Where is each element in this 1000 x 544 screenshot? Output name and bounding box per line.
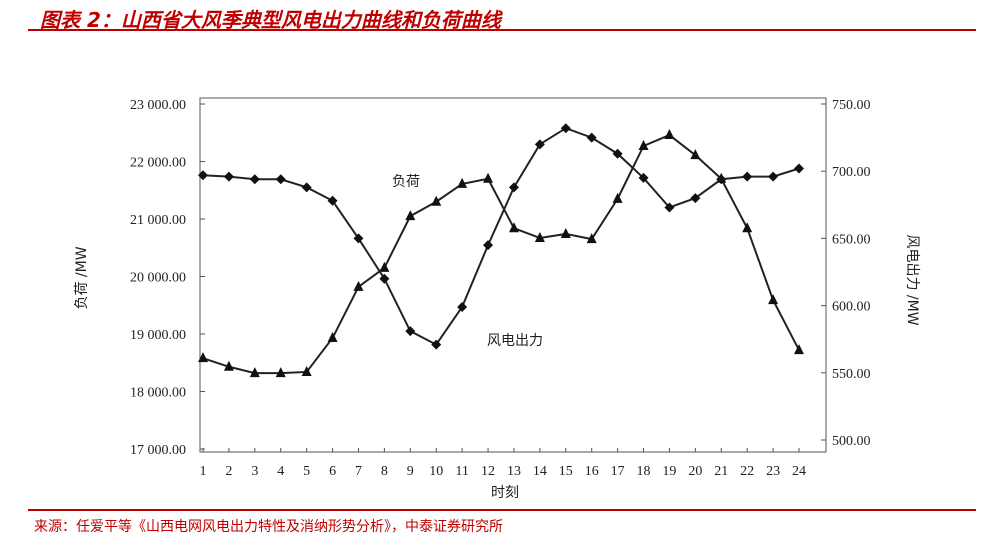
figure-title: 图表 2：山西省大风季典型风电出力曲线和负荷曲线 [40,8,501,32]
y-axis-left-label: 负荷 /MW [74,246,90,309]
data-point-wind [716,174,727,185]
data-point-load [301,365,312,376]
x-tick-label: 8 [381,464,388,479]
data-point-wind [483,240,494,251]
series-label-load: 负荷 [392,174,420,190]
y-right-tick-label: 550.00 [832,367,871,382]
data-point-load [690,149,701,160]
y-right-tick-label: 700.00 [832,165,871,180]
data-point-wind [690,193,701,204]
source-note: 来源：任爱平等《山西电网风电出力特性及消纳形势分析》，中泰证券研究所 [34,519,503,535]
data-point-load [742,222,753,233]
x-tick-label: 11 [455,464,468,479]
data-point-wind [534,139,545,150]
data-point-wind [223,171,234,182]
data-point-wind [742,171,753,182]
data-point-wind [301,182,312,193]
y-left-tick-label: 21 000.00 [130,213,186,228]
data-point-load [508,222,519,233]
data-point-wind [508,182,519,193]
data-point-load [327,332,338,343]
data-point-wind [405,326,416,337]
y-right-tick-label: 600.00 [832,300,871,315]
y-right-tick-label: 500.00 [832,434,871,449]
x-axis-label: 时刻 [491,485,519,501]
x-tick-label: 24 [792,464,806,479]
data-point-load [198,352,208,363]
data-point-load [249,367,260,378]
y-left-tick-label: 17 000.00 [130,443,186,458]
x-tick-label: 15 [559,464,573,479]
y-axis-right-label: 风电出力 /MW [904,234,920,325]
data-point-load [664,129,675,140]
y-left-tick-label: 18 000.00 [130,386,186,401]
x-tick-label: 9 [407,464,414,479]
data-point-load [405,210,416,221]
data-point-load [275,367,286,378]
plot-frame [199,97,827,453]
data-point-load [586,233,597,244]
data-point-wind [379,273,390,284]
x-tick-label: 10 [429,464,443,479]
y-left-tick-label: 22 000.00 [130,156,186,171]
x-tick-label: 3 [251,464,258,479]
x-tick-label: 18 [637,464,651,479]
x-tick-label: 2 [225,464,232,479]
x-tick-label: 4 [277,464,284,479]
x-tick-label: 13 [507,464,521,479]
data-point-wind [794,163,804,174]
data-point-wind [275,174,286,185]
data-point-wind [327,195,338,206]
x-tick-label: 19 [662,464,676,479]
data-point-load [768,294,779,305]
x-tick-label: 5 [303,464,310,479]
x-tick-label: 6 [329,464,336,479]
data-point-wind [664,202,675,213]
y-right-tick-label: 750.00 [832,98,871,113]
data-point-load [379,261,390,272]
y-left-tick-label: 23 000.00 [130,98,186,113]
data-point-load [612,192,623,203]
data-point-load [457,177,468,188]
data-point-load [431,195,442,206]
x-tick-label: 22 [740,464,754,479]
x-tick-label: 23 [766,464,780,479]
data-point-load [223,360,234,371]
x-tick-label: 1 [200,464,207,479]
data-point-wind [612,148,623,159]
data-point-load [534,231,545,242]
x-tick-label: 12 [481,464,495,479]
x-tick-label: 21 [714,464,728,479]
data-point-wind [586,132,597,143]
data-point-wind [560,123,571,134]
x-tick-label: 14 [533,464,547,479]
x-tick-label: 20 [688,464,702,479]
data-point-wind [353,233,364,244]
data-point-wind [431,339,442,350]
x-tick-label: 17 [611,464,625,479]
data-point-wind [768,171,779,182]
data-point-load [483,172,494,183]
x-tick-label: 16 [585,464,599,479]
data-point-wind [198,170,208,181]
y-left-tick-label: 19 000.00 [130,328,186,343]
y-left-tick-label: 20 000.00 [130,271,186,286]
series-label-wind: 风电出力 [487,333,543,349]
data-point-load [638,139,649,150]
data-point-wind [638,172,649,183]
data-point-wind [249,174,260,185]
data-point-wind [457,301,468,312]
series-line-wind [202,127,800,346]
title-rule [28,29,976,31]
source-rule [28,509,976,511]
x-tick-label: 7 [355,464,362,479]
y-right-tick-label: 650.00 [832,232,871,247]
data-point-load [560,227,571,238]
data-point-load [353,280,364,291]
data-point-load [794,344,804,355]
